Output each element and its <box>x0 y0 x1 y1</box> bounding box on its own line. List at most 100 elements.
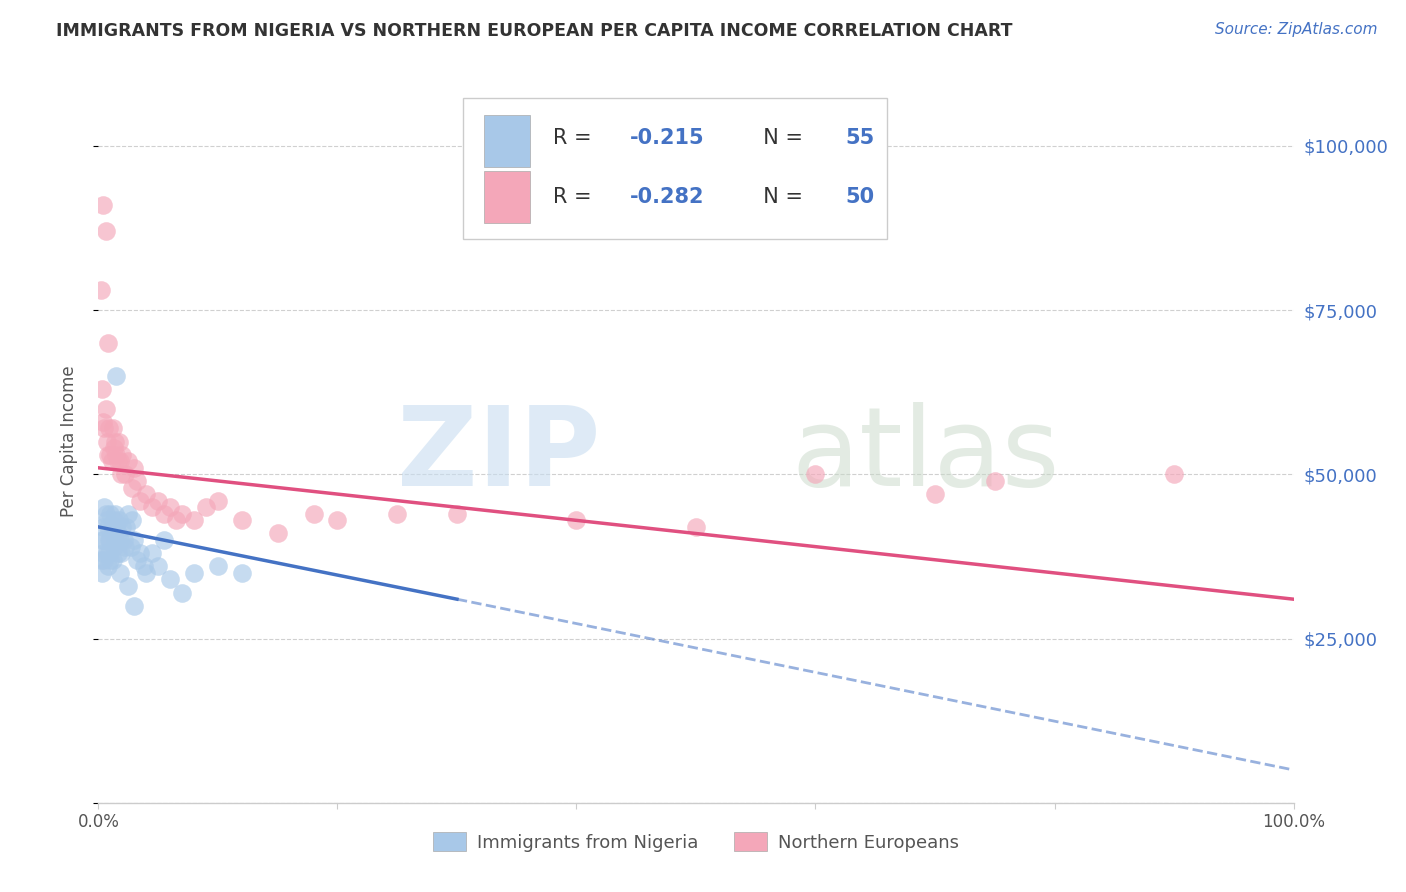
Point <box>153 533 176 547</box>
Point <box>103 540 125 554</box>
Point <box>117 454 139 468</box>
Point <box>91 382 114 396</box>
Point <box>91 198 114 212</box>
Point <box>101 421 124 435</box>
Point <box>93 500 115 515</box>
Point <box>326 513 349 527</box>
Point <box>984 474 1007 488</box>
Point <box>91 533 114 547</box>
Point <box>96 513 118 527</box>
Point <box>98 448 122 462</box>
Point <box>135 566 157 580</box>
Point <box>183 513 205 527</box>
Point <box>117 579 139 593</box>
Point <box>96 546 118 560</box>
Point <box>172 507 194 521</box>
Point <box>207 559 229 574</box>
Point <box>302 507 325 521</box>
Point <box>103 513 125 527</box>
Point <box>125 553 148 567</box>
Point <box>91 415 114 429</box>
Point <box>98 507 122 521</box>
Point <box>107 513 129 527</box>
Point <box>129 493 152 508</box>
Legend: Immigrants from Nigeria, Northern Europeans: Immigrants from Nigeria, Northern Europe… <box>426 825 966 859</box>
Point <box>101 526 124 541</box>
Text: -0.215: -0.215 <box>630 128 704 148</box>
Point <box>100 520 122 534</box>
Point <box>132 559 155 574</box>
Point <box>267 526 290 541</box>
Point <box>124 533 146 547</box>
Point <box>117 507 139 521</box>
Point <box>165 513 187 527</box>
Point <box>96 434 118 449</box>
Point <box>105 520 128 534</box>
Point <box>565 513 588 527</box>
Point <box>153 507 176 521</box>
Text: R =: R = <box>553 128 598 148</box>
Point <box>97 559 120 574</box>
Point <box>159 500 181 515</box>
Point <box>111 520 134 534</box>
Point <box>385 507 409 521</box>
Point <box>98 533 122 547</box>
Point <box>115 520 138 534</box>
Point <box>104 533 127 547</box>
Point <box>141 546 163 560</box>
Point <box>124 460 146 475</box>
Point <box>90 284 112 298</box>
Point <box>108 566 131 580</box>
Point <box>231 513 253 527</box>
Point <box>110 467 132 482</box>
Point <box>924 487 946 501</box>
Point <box>148 493 170 508</box>
Point <box>141 500 163 515</box>
Point <box>91 520 114 534</box>
Point <box>120 540 142 554</box>
Point <box>124 599 146 613</box>
Point <box>159 573 181 587</box>
Bar <box>485 115 530 167</box>
Bar <box>485 171 530 223</box>
Y-axis label: Per Capita Income: Per Capita Income <box>59 366 77 517</box>
Point <box>94 401 117 416</box>
Point <box>108 533 131 547</box>
FancyBboxPatch shape <box>463 98 887 239</box>
Point <box>108 454 131 468</box>
Point <box>114 467 136 482</box>
Point <box>446 507 468 521</box>
Point <box>90 553 112 567</box>
Point <box>172 585 194 599</box>
Point <box>111 448 134 462</box>
Point <box>93 553 115 567</box>
Point <box>105 368 128 383</box>
Text: N =: N = <box>749 187 810 207</box>
Text: Source: ZipAtlas.com: Source: ZipAtlas.com <box>1215 22 1378 37</box>
Point <box>93 421 115 435</box>
Text: 50: 50 <box>845 187 875 207</box>
Point <box>135 487 157 501</box>
Point <box>94 507 117 521</box>
Point <box>125 474 148 488</box>
Point <box>91 566 114 580</box>
Point <box>100 454 122 468</box>
Point <box>110 546 132 560</box>
Point <box>91 546 114 560</box>
Point <box>804 467 827 482</box>
Point <box>195 500 218 515</box>
Point <box>97 336 120 351</box>
Point <box>105 448 128 462</box>
Point <box>129 546 152 560</box>
Point <box>97 448 120 462</box>
Point <box>98 533 121 547</box>
Point <box>93 533 115 547</box>
Point <box>103 441 125 455</box>
Point <box>98 546 121 560</box>
Point <box>685 520 707 534</box>
Point <box>207 493 229 508</box>
Text: 55: 55 <box>845 128 875 148</box>
Point <box>107 434 129 449</box>
Point <box>183 566 205 580</box>
Point <box>121 481 143 495</box>
